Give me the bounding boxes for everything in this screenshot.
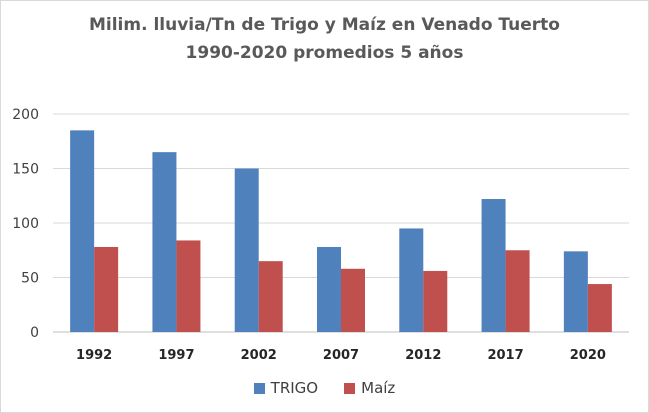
bar-maiz-1992 (94, 246, 119, 332)
x-tick-label: 2020 (570, 348, 606, 363)
bar-maiz-2002 (258, 261, 283, 332)
legend-label-trigo: TRIGO (270, 379, 319, 397)
chart-title: Milim. lluvia/Tn de Trigo y Maíz en Vena… (88, 15, 560, 35)
y-tick-label: 100 (12, 216, 39, 232)
legend-label-maiz: Maíz (361, 379, 396, 397)
y-tick-label: 50 (21, 271, 39, 287)
bar-trigo-2002 (234, 168, 259, 332)
x-axis-ticks: 1992 1997 2002 2007 2012 2017 2020 (76, 348, 606, 363)
bar-trigo-1992 (70, 130, 95, 332)
legend-item-maiz: Maíz (344, 379, 395, 397)
legend: TRIGO Maíz (1, 379, 648, 397)
x-tick-label: 1992 (76, 348, 112, 363)
bar-maiz-2020 (587, 284, 612, 332)
bars (70, 130, 612, 332)
bar-trigo-2007 (317, 246, 341, 332)
x-tick-label: 2002 (241, 348, 277, 363)
legend-swatch-maiz (344, 382, 356, 394)
legend-item-trigo: TRIGO (253, 379, 319, 397)
bar-trigo-2012 (399, 228, 424, 332)
y-tick-label: 150 (12, 162, 39, 178)
y-tick-label: 200 (12, 107, 39, 123)
bar-maiz-2017 (505, 250, 530, 332)
bar-trigo-2017 (481, 199, 506, 332)
x-tick-label: 2007 (323, 348, 359, 363)
bar-maiz-2007 (341, 268, 365, 332)
x-tick-label: 2017 (487, 348, 523, 363)
bar-maiz-2012 (423, 270, 448, 332)
legend-swatch-trigo (253, 382, 265, 394)
y-tick-label: 0 (30, 325, 39, 341)
bar-trigo-2020 (563, 251, 588, 332)
bar-trigo-1997 (152, 152, 177, 332)
x-tick-label: 2012 (405, 348, 441, 363)
chart-subtitle: 1990-2020 promedios 5 años (185, 43, 464, 63)
x-tick-label: 1997 (158, 348, 194, 363)
y-axis-ticks: 0 50 100 150 200 (12, 107, 39, 341)
bar-maiz-1997 (176, 240, 201, 332)
